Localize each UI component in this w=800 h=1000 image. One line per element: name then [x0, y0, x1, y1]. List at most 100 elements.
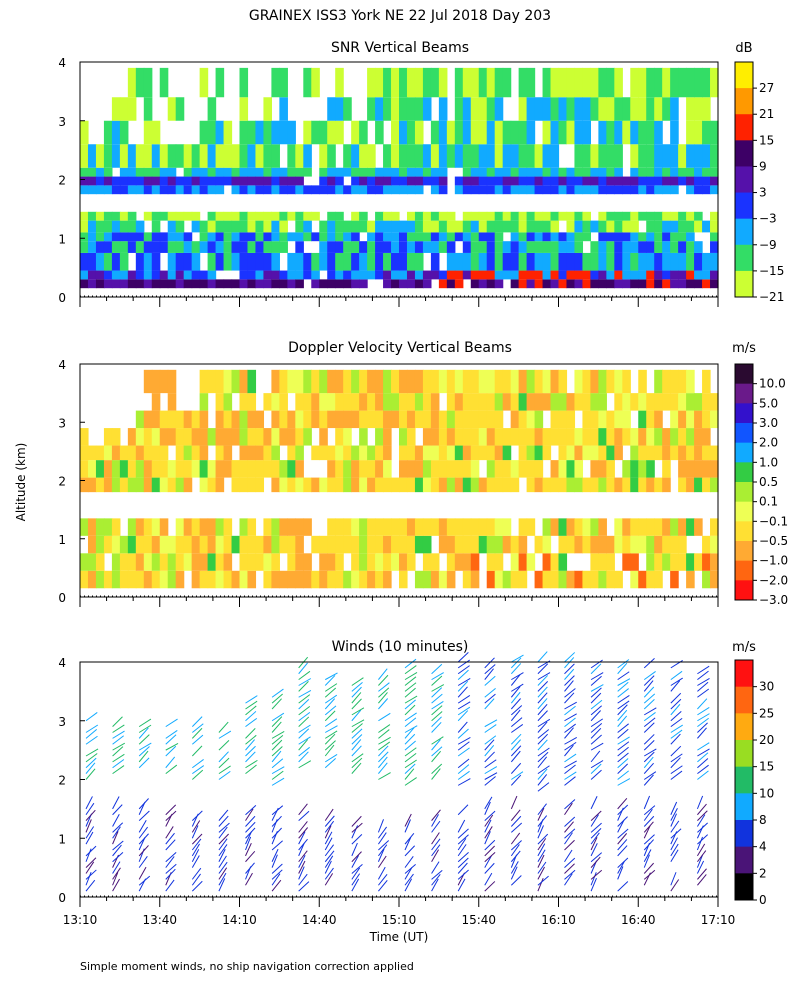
snr-cell [678, 220, 687, 233]
wind-barb [564, 857, 576, 868]
snr-cell [80, 176, 89, 186]
doppler-cell [143, 445, 153, 461]
snr-cell [654, 220, 663, 233]
snr-cell [95, 241, 105, 253]
snr-cell [566, 211, 576, 221]
snr-cell [454, 67, 464, 98]
wind-barb [298, 854, 306, 868]
wind-barb [643, 680, 654, 692]
doppler-cell [622, 535, 631, 554]
snr-cell [247, 220, 257, 233]
doppler-cell [678, 518, 687, 536]
doppler-cell [95, 570, 105, 589]
doppler-cell [662, 393, 671, 411]
snr-cell [335, 97, 344, 121]
snr-cell [534, 252, 544, 271]
snr-cell [87, 167, 97, 177]
snr-cell [406, 252, 416, 271]
doppler-cell [215, 428, 225, 446]
doppler-cell [343, 410, 352, 429]
snr-cell [95, 220, 105, 233]
snr-cell [135, 144, 145, 168]
doppler-cell [319, 393, 328, 411]
doppler-cell [614, 369, 623, 394]
snr-cell [558, 176, 568, 186]
wind-barb [271, 777, 285, 786]
doppler-cell [111, 477, 121, 493]
snr-cell [343, 185, 352, 195]
doppler-cell [223, 393, 233, 411]
doppler-cell [327, 477, 336, 493]
snr-cell [558, 211, 568, 221]
wind-barb [324, 844, 335, 857]
doppler-colorbar-swatch [735, 560, 753, 581]
snr-cell [662, 211, 671, 221]
wind-barb [431, 672, 444, 681]
snr-cell [638, 176, 647, 186]
wind-barb [457, 838, 467, 851]
doppler-cell [103, 535, 113, 554]
snr-cell [207, 211, 217, 221]
wind-barb [590, 856, 601, 868]
wind-barb [245, 827, 256, 839]
wind-barb [457, 677, 471, 686]
doppler-cell [470, 535, 480, 554]
wind-barb [298, 724, 311, 733]
snr-cell [327, 270, 336, 280]
snr-cell [279, 67, 288, 98]
wind-barb [511, 723, 524, 733]
snr-cell [343, 279, 352, 289]
snr-cell [622, 176, 631, 186]
wind-barb [245, 872, 253, 886]
doppler-cell [215, 410, 225, 429]
snr-colorbar-label: 9 [759, 159, 767, 173]
snr-cell [518, 252, 528, 271]
wind-barb [564, 832, 573, 845]
wind-barb [245, 808, 254, 821]
snr-cell [351, 241, 360, 253]
doppler-cell [263, 518, 272, 536]
snr-cell [582, 167, 591, 177]
doppler-cell [151, 445, 161, 461]
snr-cell [686, 211, 695, 221]
doppler-cell [606, 369, 615, 394]
snr-cell [143, 252, 153, 271]
snr-cell [215, 232, 225, 242]
doppler-cell [606, 460, 615, 478]
doppler-cell [646, 393, 655, 411]
snr-cell [191, 241, 201, 253]
wind-barb [484, 796, 493, 810]
snr-cell [399, 120, 408, 145]
wind-barb [590, 760, 604, 769]
snr-cell [87, 270, 97, 280]
snr-cell [119, 167, 129, 177]
snr-cell [327, 167, 336, 177]
doppler-cell [191, 553, 201, 571]
snr-cell [462, 176, 472, 186]
snr-cell [255, 279, 265, 289]
doppler-cell [414, 393, 424, 411]
wind-barb [537, 718, 551, 728]
wind-barb [112, 796, 120, 810]
wind-barb [537, 815, 548, 827]
snr-cell [271, 185, 280, 195]
wind-barb [484, 751, 495, 763]
doppler-cell [414, 477, 424, 493]
wind-barb [510, 750, 521, 763]
doppler-cell [287, 460, 296, 478]
snr-cell [438, 176, 448, 186]
snr-cell [215, 185, 225, 195]
snr-cell [646, 120, 655, 145]
snr-y-tick-label: 3 [58, 115, 66, 129]
wind-barb [590, 814, 599, 827]
snr-cell [367, 167, 376, 177]
snr-cell [422, 241, 432, 253]
doppler-cell [518, 570, 528, 589]
doppler-cell [167, 428, 177, 446]
wind-barb [431, 869, 443, 880]
snr-colorbar-swatch [735, 244, 753, 272]
doppler-cell [399, 553, 408, 571]
snr-cell [215, 252, 225, 271]
wind-barb [457, 686, 468, 698]
